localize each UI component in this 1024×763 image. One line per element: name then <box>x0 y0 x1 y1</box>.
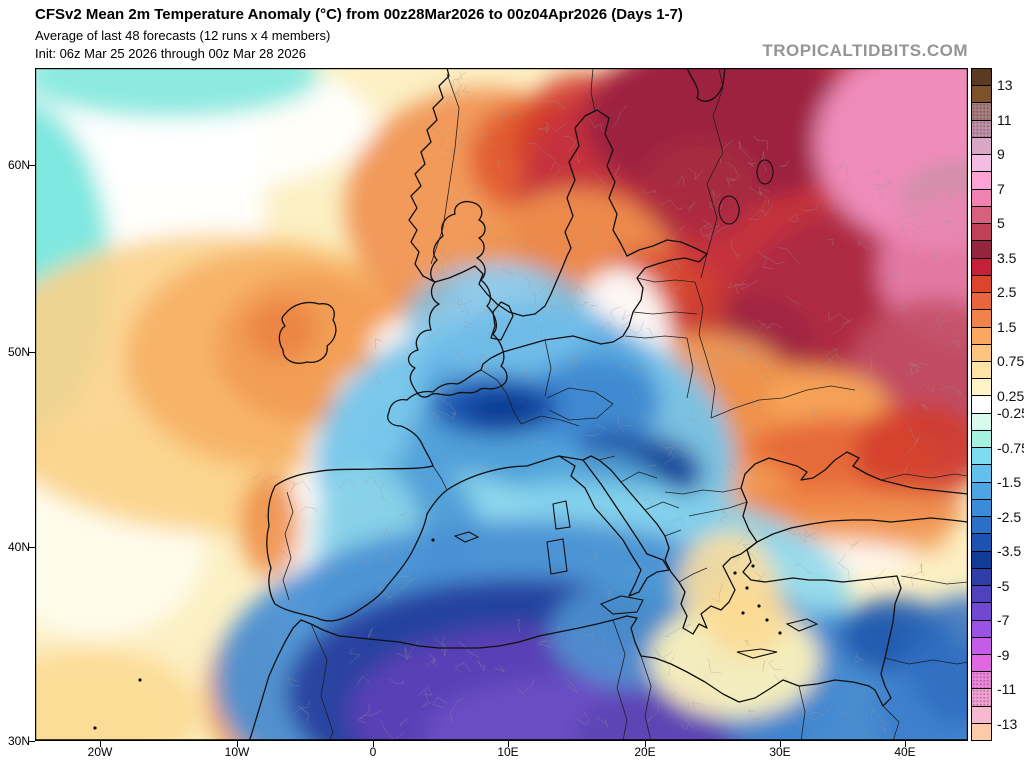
colorbar-tick-label: 11 <box>997 111 1012 128</box>
latitude-label: 50N <box>7 345 30 359</box>
coastlines <box>248 68 968 741</box>
colorbar-tick-label: 9 <box>997 146 1005 163</box>
colorbar-segment <box>972 240 991 258</box>
temperature-anomaly-field <box>35 68 968 741</box>
colorbar-tick-label: 3.5 <box>997 249 1017 266</box>
colorbar-segment <box>972 567 991 586</box>
colorbar-segment <box>972 464 991 482</box>
x-tick <box>236 741 238 747</box>
page-title: CFSv2 Mean 2m Temperature Anomaly (°C) f… <box>35 6 683 23</box>
longitude-label: 20W <box>87 745 113 759</box>
colorbar-tick-label: 7 <box>997 180 1005 197</box>
y-tick <box>29 351 35 353</box>
latitude-label: 60N <box>7 158 30 172</box>
colorbar-tick-label: 2.5 <box>997 284 1017 301</box>
init-line: Init: 06z Mar 25 2026 through 00z Mar 28… <box>35 46 307 61</box>
colorbar-segment <box>972 533 991 551</box>
colorbar-segment <box>972 671 991 689</box>
colorbar-segment <box>972 69 991 86</box>
colorbar-segment <box>972 705 991 723</box>
colorbar-segment <box>972 171 991 189</box>
colorbar-segment <box>972 223 991 241</box>
colorbar-segment <box>972 412 991 430</box>
colorbar-segment <box>972 516 991 534</box>
colorbar-tick-label: 0.75 <box>997 353 1024 370</box>
x-tick <box>904 741 906 747</box>
colorbar-segment <box>972 205 991 224</box>
colorbar-tick-label: -11 <box>997 681 1017 698</box>
colorbar-segment <box>972 85 991 103</box>
colorbar-tick-label: -3.5 <box>997 543 1022 560</box>
longitude-label: 20E <box>634 745 656 759</box>
colorbar-segment <box>972 550 991 568</box>
colorbar-tick-label: -0.75 <box>997 439 1024 456</box>
map-canvas <box>35 68 968 741</box>
colorbar-segment <box>972 619 991 637</box>
longitude-label: 30E <box>769 745 791 759</box>
colorbar-segment <box>972 136 991 155</box>
colorbar-segment <box>972 722 991 741</box>
anomaly-map <box>35 68 968 741</box>
colorbar-segment <box>972 585 991 603</box>
colorbar-tick-label: 1.5 <box>997 318 1017 335</box>
longitude-label: 10W <box>224 745 250 759</box>
y-tick <box>29 546 35 548</box>
colorbar-segment <box>972 154 991 172</box>
colorbar-segment <box>972 447 991 465</box>
colorbar-segment <box>972 326 991 344</box>
x-tick <box>507 741 509 747</box>
colorbar-segment <box>972 498 991 517</box>
colorbar-segment <box>972 395 991 413</box>
colorbar-tick-label: -7 <box>997 612 1010 629</box>
colorbar-tick-label: 0.25 <box>997 387 1024 404</box>
colorbar-segment <box>972 188 991 206</box>
colorbar-segment <box>972 481 991 499</box>
colorbar-tick-label: -0.25 <box>997 405 1024 422</box>
colorbar-tick-label: -1.5 <box>997 474 1022 491</box>
x-tick <box>644 741 646 747</box>
colorbar-segment <box>972 688 991 706</box>
latitude-label: 40N <box>7 540 30 554</box>
colorbar-segment <box>972 274 991 293</box>
colorbar-segment <box>972 343 991 361</box>
colorbar <box>971 68 992 741</box>
colorbar-tick-label: 13 <box>997 77 1013 94</box>
y-tick <box>29 740 35 742</box>
colorbar-segment <box>972 378 991 396</box>
colorbar-segment <box>972 602 991 620</box>
islands <box>93 159 819 730</box>
longitude-label: 0 <box>369 745 377 759</box>
x-tick <box>372 741 374 747</box>
colorbar-segment <box>972 429 991 448</box>
colorbar-tick-label: -9 <box>997 646 1010 663</box>
colorbar-segment <box>972 360 991 379</box>
y-tick <box>29 164 35 166</box>
colorbar-segment <box>972 309 991 327</box>
x-tick <box>99 741 101 747</box>
colorbar-tick-label: -5 <box>997 577 1010 594</box>
longitude-label: 10E <box>497 745 519 759</box>
colorbar-segment <box>972 653 991 672</box>
x-tick <box>779 741 781 747</box>
admin-borders <box>252 71 968 741</box>
colorbar-tick-label: -2.5 <box>997 508 1022 525</box>
colorbar-segment <box>972 257 991 275</box>
colorbar-segment <box>972 636 991 654</box>
longitude-label: 40E <box>894 745 916 759</box>
country-borders <box>282 68 968 741</box>
site-watermark: TROPICALTIDBITS.COM <box>762 41 968 60</box>
colorbar-tick-label: -13 <box>997 715 1018 732</box>
colorbar-segment <box>972 119 991 137</box>
latitude-label: 30N <box>7 734 30 748</box>
colorbar-segment <box>972 292 991 310</box>
colorbar-segment <box>972 102 991 120</box>
colorbar-tick-label: 5 <box>997 215 1005 232</box>
subtitle: Average of last 48 forecasts (12 runs x … <box>35 28 331 43</box>
